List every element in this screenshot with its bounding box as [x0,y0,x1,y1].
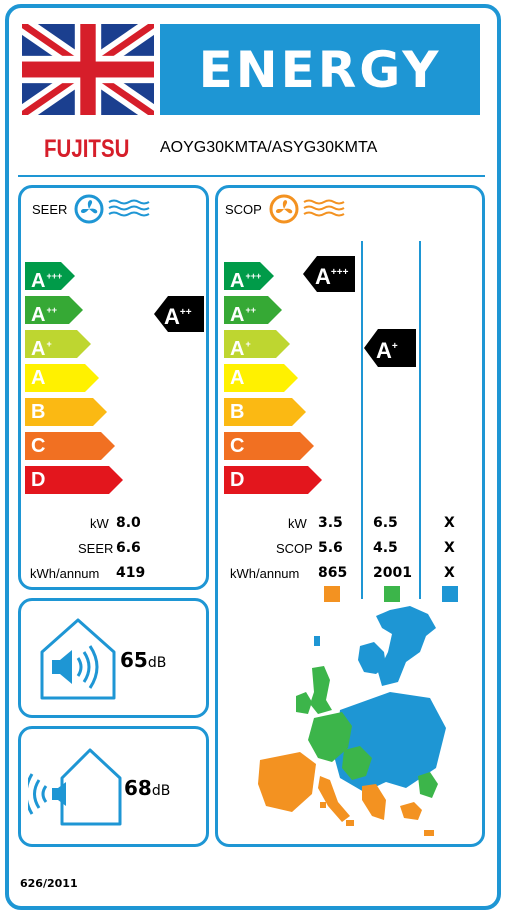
scop-scale-letter: D [230,469,245,491]
energy-title: ENERGY [198,41,442,99]
seer-scale-letter: A [31,270,46,292]
scop-scale-letter: C [230,435,245,457]
scop-scale-arrow [224,364,298,392]
scop-scale-label: A+ [230,330,251,363]
scop-scale-letter: B [230,401,245,423]
uk-flag [22,24,154,115]
scop-scop-cold: X [444,540,455,556]
seer-scale-arrow [25,432,115,460]
seer-scale-label: A [31,364,45,392]
seer-kwh-label: kWh/annum [30,566,100,581]
cold-zone-swatch [442,586,458,602]
scop-kwh-cold: X [444,565,455,581]
seer-scale-letter: C [31,435,46,457]
seer-scale-plus: +++ [46,271,63,281]
scop-scale-arrow [224,296,282,324]
seer-kw-value: 8.0 [116,515,141,531]
seer-title: SEER [32,202,68,217]
scop-scale-letter: A [230,338,245,360]
seer-scale-label: C [31,432,45,460]
scop-kw-cold: X [444,515,455,531]
scop-scale-letter: A [230,304,245,326]
seer-scale-arrow [25,296,83,324]
scop-rating-label-average: A+ [376,338,398,363]
energy-banner [160,24,480,115]
scop-scale-label: D [230,466,244,494]
fan-cooling-icon [74,194,150,224]
scop-scale-plus: +++ [245,271,262,281]
scop-scale-label: A+++ [230,262,261,295]
scop-scale-letter: A [230,270,245,292]
seer-scale-label: A++ [31,296,57,329]
label-frame [5,4,501,910]
scop-scop-warm: 5.6 [318,540,343,556]
seer-panel [18,185,209,590]
regulation-number: 626/2011 [20,877,78,890]
seer-scale-letter: A [31,304,46,326]
scop-scale-label: A++ [230,296,256,329]
scop-scale-arrow [224,432,314,460]
scop-rating-indicator-average [364,329,416,367]
scop-scop-label: SCOP [276,541,313,556]
scop-title: SCOP [225,202,262,217]
indoor-speaker-icon [40,618,116,700]
scop-scale-plus: + [245,339,251,349]
scop-kwh-warm: 865 [318,565,348,581]
warm-zone-swatch [324,586,340,602]
scop-panel [215,185,485,847]
seer-kwh-value: 419 [116,565,146,581]
seer-scale-plus: + [46,339,52,349]
indoor-noise-level: 65dB [120,648,167,672]
scop-scale-arrow [224,330,290,358]
seer-scale-arrow [25,466,123,494]
scop-scale-label: C [230,432,244,460]
seer-scale-letter: B [31,401,46,423]
seer-seer-label: SEER [78,541,114,556]
scop-scop-average: 4.5 [373,540,398,556]
average-zone-swatch [384,586,400,602]
scop-scale-arrow [224,262,274,290]
scop-scale-letter: A [230,367,245,389]
scop-scale-plus: ++ [245,305,256,315]
europe-climate-map [258,606,446,836]
seer-scale-arrow [25,262,75,290]
seer-scale-label: A+ [31,330,52,363]
scop-scale-label: A [230,364,244,392]
scop-kw-label: kW [288,516,307,531]
scop-column-divider-2 [419,241,421,599]
fan-heating-icon [269,194,345,224]
seer-scale-letter: A [31,367,46,389]
scop-rating-indicator-warm [303,256,355,292]
seer-rating-indicator [154,296,204,332]
brand-logo: FUJITSU [44,135,130,163]
seer-seer-value: 6.6 [116,540,141,556]
scop-rating-label-warm: A+++ [315,264,349,289]
indoor-noise-panel [18,598,209,718]
seer-kw-label: kW [90,516,109,531]
seer-scale-label: B [31,398,45,426]
outdoor-noise-level: 68dB [124,776,171,800]
seer-scale-label: A+++ [31,262,62,295]
scop-kwh-label: kWh/annum [230,566,300,581]
seer-rating-label: A++ [164,304,192,329]
scop-scale-arrow [224,466,322,494]
seer-scale-plus: ++ [46,305,57,315]
scop-scale-arrow [224,398,306,426]
header-divider [18,175,485,177]
model-number: AOYG30KMTA/ASYG30KMTA [160,139,378,156]
seer-scale-letter: A [31,338,46,360]
seer-scale-letter: D [31,469,46,491]
seer-scale-label: D [31,466,45,494]
seer-scale-arrow [25,364,99,392]
seer-scale-arrow [25,398,107,426]
seer-scale-arrow [25,330,91,358]
outdoor-speaker-icon [28,748,122,826]
scop-kw-warm: 3.5 [318,515,343,531]
outdoor-noise-panel [18,726,209,847]
scop-column-divider-1 [361,241,363,599]
scop-kw-average: 6.5 [373,515,398,531]
scop-kwh-average: 2001 [373,565,412,581]
scop-scale-label: B [230,398,244,426]
